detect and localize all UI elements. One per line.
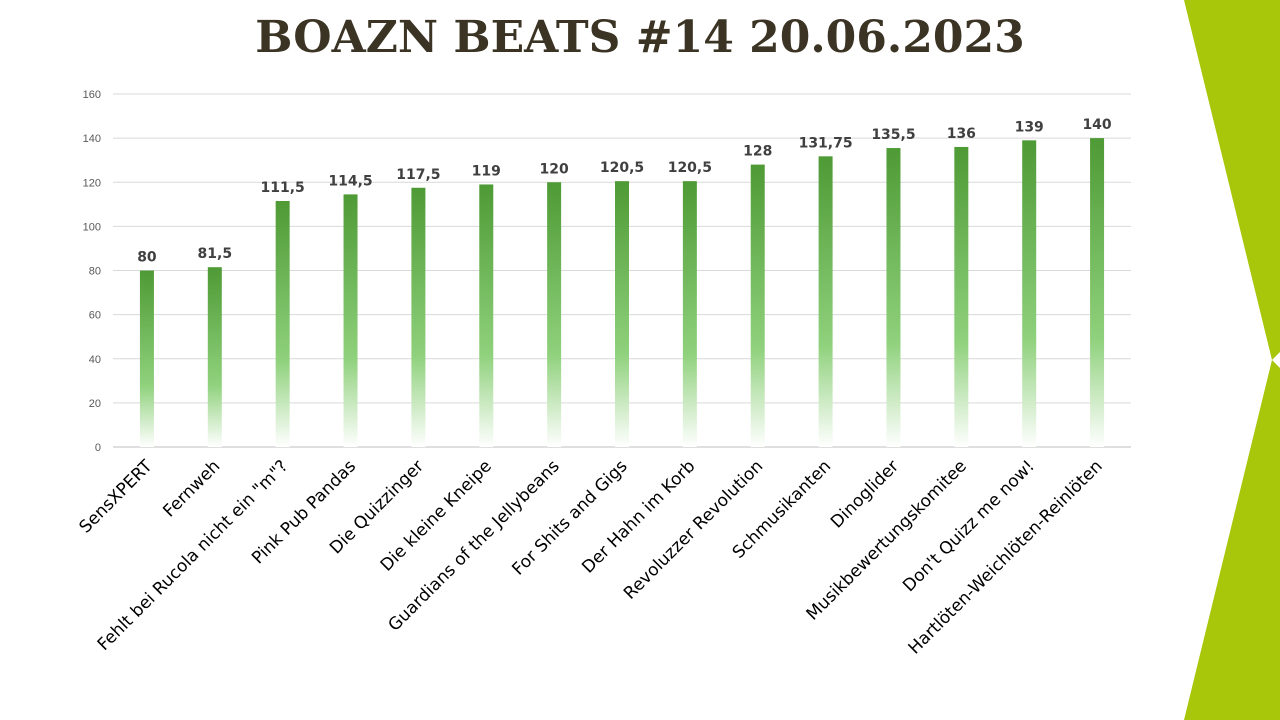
y-tick-label: 120 xyxy=(83,177,101,189)
bar xyxy=(411,187,426,447)
category-label: Fernweh xyxy=(159,456,224,521)
green-chevron-decoration xyxy=(1184,0,1280,720)
bar xyxy=(818,156,833,447)
data-label: 80 xyxy=(137,250,157,266)
data-label: 81,5 xyxy=(198,246,233,262)
category-label: Revoluzzer Revolution xyxy=(620,456,767,603)
bar xyxy=(1022,140,1037,448)
data-label: 111,5 xyxy=(261,180,305,196)
data-label: 128 xyxy=(743,144,772,160)
category-label: Der Hahn im Korb xyxy=(578,456,699,577)
data-label: 120,5 xyxy=(668,160,712,176)
bar xyxy=(207,267,222,447)
bar xyxy=(750,164,765,447)
y-tick-label: 140 xyxy=(83,133,101,145)
bar xyxy=(615,181,629,447)
y-tick-label: 160 xyxy=(83,89,101,101)
y-tick-label: 0 xyxy=(95,442,101,454)
category-label: Don't Quizz me now! xyxy=(899,456,1039,596)
y-axis-ticks: 0 20 40 60 80 100 120 140 160 xyxy=(83,89,101,454)
data-label: 135,5 xyxy=(871,127,915,143)
bar xyxy=(479,184,494,448)
data-label: 136 xyxy=(947,126,976,142)
data-label: 140 xyxy=(1082,117,1111,133)
data-label: 139 xyxy=(1015,119,1044,135)
data-label: 120,5 xyxy=(600,160,644,176)
bar xyxy=(547,182,562,447)
category-label: For Shits and Gigs xyxy=(508,456,631,579)
bar xyxy=(954,146,969,447)
bar xyxy=(682,181,697,447)
bar xyxy=(343,194,358,447)
bar xyxy=(139,270,154,447)
y-tick-label: 20 xyxy=(89,398,101,410)
data-labels: 80 81,5 111,5 114,5 117,5 119 120 120,5 120,5 128… xyxy=(137,117,1112,265)
y-tick-label: 80 xyxy=(89,266,101,278)
data-label: 131,75 xyxy=(799,135,853,151)
bar xyxy=(886,148,901,447)
y-tick-label: 40 xyxy=(89,354,101,366)
bar xyxy=(1090,138,1105,447)
bar xyxy=(275,201,290,447)
slide-title: BOAZN BEATS #14 20.06.2023 xyxy=(255,12,1025,63)
category-label: SensXPERT xyxy=(76,456,157,537)
data-label: 120 xyxy=(540,161,569,177)
data-label: 114,5 xyxy=(328,173,372,189)
data-label: 117,5 xyxy=(396,167,440,183)
data-label: 119 xyxy=(472,163,501,179)
y-tick-label: 60 xyxy=(89,310,101,322)
y-tick-label: 100 xyxy=(83,221,101,233)
bars xyxy=(139,138,1105,448)
